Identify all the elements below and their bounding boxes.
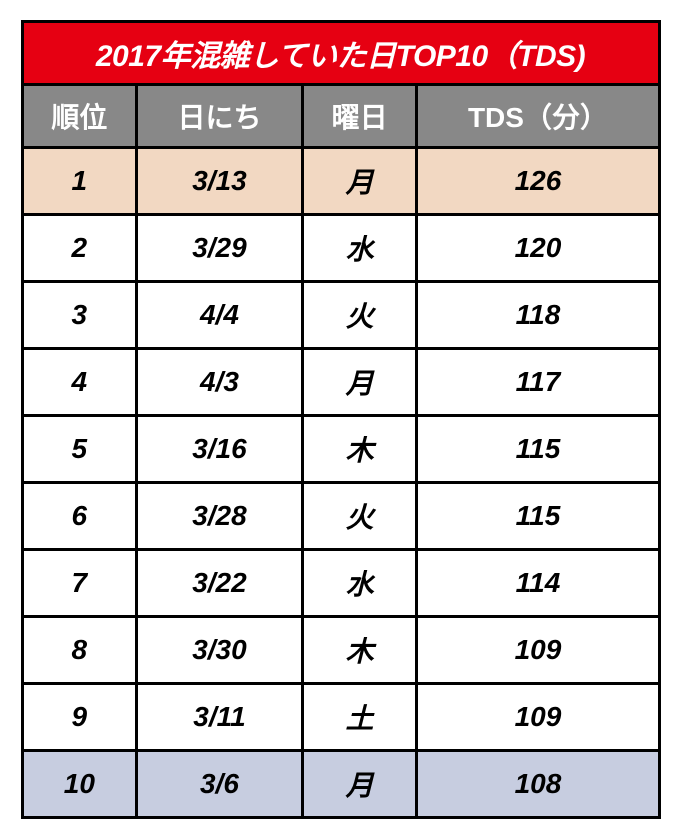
cell-dow: 水	[302, 215, 417, 282]
col-header-0: 順位	[22, 85, 137, 148]
cell-val: 117	[417, 349, 659, 416]
cell-rank: 1	[22, 148, 137, 215]
table-row: 73/22水114	[22, 550, 659, 617]
col-header-3: TDS（分）	[417, 85, 659, 148]
cell-dow: 水	[302, 550, 417, 617]
table-header-row: 順位日にち曜日TDS（分）	[22, 85, 659, 148]
table-row: 44/3月117	[22, 349, 659, 416]
cell-date: 4/4	[137, 282, 303, 349]
cell-rank: 8	[22, 617, 137, 684]
cell-date: 3/6	[137, 751, 303, 818]
cell-val: 114	[417, 550, 659, 617]
cell-dow: 月	[302, 148, 417, 215]
cell-rank: 4	[22, 349, 137, 416]
cell-rank: 2	[22, 215, 137, 282]
cell-rank: 7	[22, 550, 137, 617]
cell-dow: 木	[302, 416, 417, 483]
table-row: 83/30木109	[22, 617, 659, 684]
table-row: 23/29水120	[22, 215, 659, 282]
cell-date: 3/28	[137, 483, 303, 550]
cell-dow: 木	[302, 617, 417, 684]
cell-val: 109	[417, 684, 659, 751]
cell-dow: 火	[302, 483, 417, 550]
ranking-table: 2017年混雑していた日TOP10（TDS) 順位日にち曜日TDS（分） 13/…	[21, 20, 661, 819]
cell-dow: 月	[302, 349, 417, 416]
ranking-table-container: 2017年混雑していた日TOP10（TDS) 順位日にち曜日TDS（分） 13/…	[21, 20, 661, 819]
cell-dow: 土	[302, 684, 417, 751]
cell-date: 3/11	[137, 684, 303, 751]
cell-rank: 5	[22, 416, 137, 483]
cell-val: 109	[417, 617, 659, 684]
cell-val: 115	[417, 483, 659, 550]
table-row: 103/6月108	[22, 751, 659, 818]
cell-dow: 火	[302, 282, 417, 349]
cell-rank: 3	[22, 282, 137, 349]
cell-date: 3/13	[137, 148, 303, 215]
cell-rank: 10	[22, 751, 137, 818]
cell-val: 108	[417, 751, 659, 818]
cell-val: 118	[417, 282, 659, 349]
cell-date: 3/22	[137, 550, 303, 617]
cell-val: 126	[417, 148, 659, 215]
cell-date: 3/30	[137, 617, 303, 684]
table-row: 34/4火118	[22, 282, 659, 349]
cell-val: 120	[417, 215, 659, 282]
cell-date: 4/3	[137, 349, 303, 416]
table-row: 13/13月126	[22, 148, 659, 215]
cell-date: 3/16	[137, 416, 303, 483]
cell-dow: 月	[302, 751, 417, 818]
col-header-1: 日にち	[137, 85, 303, 148]
cell-val: 115	[417, 416, 659, 483]
table-title: 2017年混雑していた日TOP10（TDS)	[22, 22, 659, 85]
cell-rank: 9	[22, 684, 137, 751]
table-body: 13/13月12623/29水12034/4火11844/3月11753/16木…	[22, 148, 659, 818]
col-header-2: 曜日	[302, 85, 417, 148]
table-row: 93/11土109	[22, 684, 659, 751]
cell-date: 3/29	[137, 215, 303, 282]
cell-rank: 6	[22, 483, 137, 550]
table-row: 63/28火115	[22, 483, 659, 550]
table-row: 53/16木115	[22, 416, 659, 483]
